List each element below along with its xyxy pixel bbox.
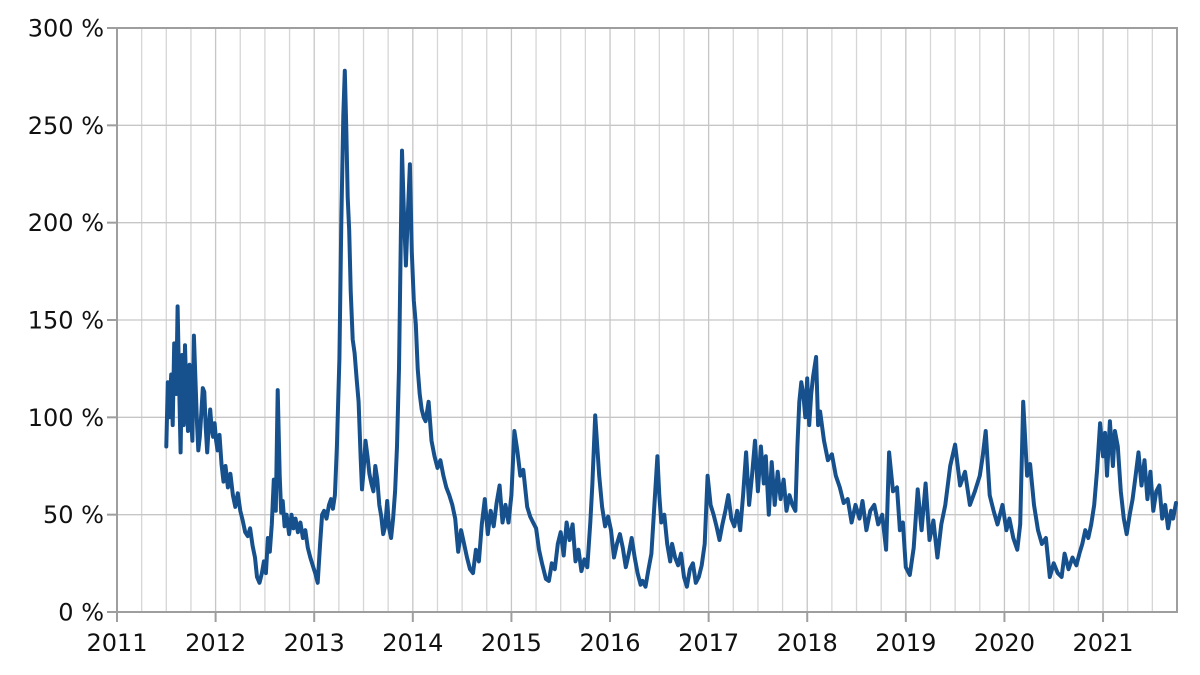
y-tick-label: 300 % (28, 15, 104, 43)
x-tick-label: 2020 (974, 629, 1035, 657)
x-tick-label: 2014 (382, 629, 443, 657)
y-tick-label: 150 % (28, 307, 104, 335)
y-tick-label: 200 % (28, 209, 104, 237)
x-tick-label: 2018 (777, 629, 838, 657)
x-tick-label: 2017 (678, 629, 739, 657)
x-tick-label: 2019 (875, 629, 936, 657)
x-tick-label: 2012 (185, 629, 246, 657)
data-line-series (164, 68, 1178, 589)
y-tick-label: 0 % (58, 599, 104, 627)
x-tick-label: 2011 (86, 629, 147, 657)
x-tick-label: 2015 (481, 629, 542, 657)
y-tick-label: 50 % (43, 501, 104, 529)
x-tick-label: 2021 (1073, 629, 1134, 657)
y-tick-label: 100 % (28, 404, 104, 432)
x-tick-label: 2016 (579, 629, 640, 657)
x-tick-label: 2013 (284, 629, 345, 657)
y-tick-label: 250 % (28, 112, 104, 140)
